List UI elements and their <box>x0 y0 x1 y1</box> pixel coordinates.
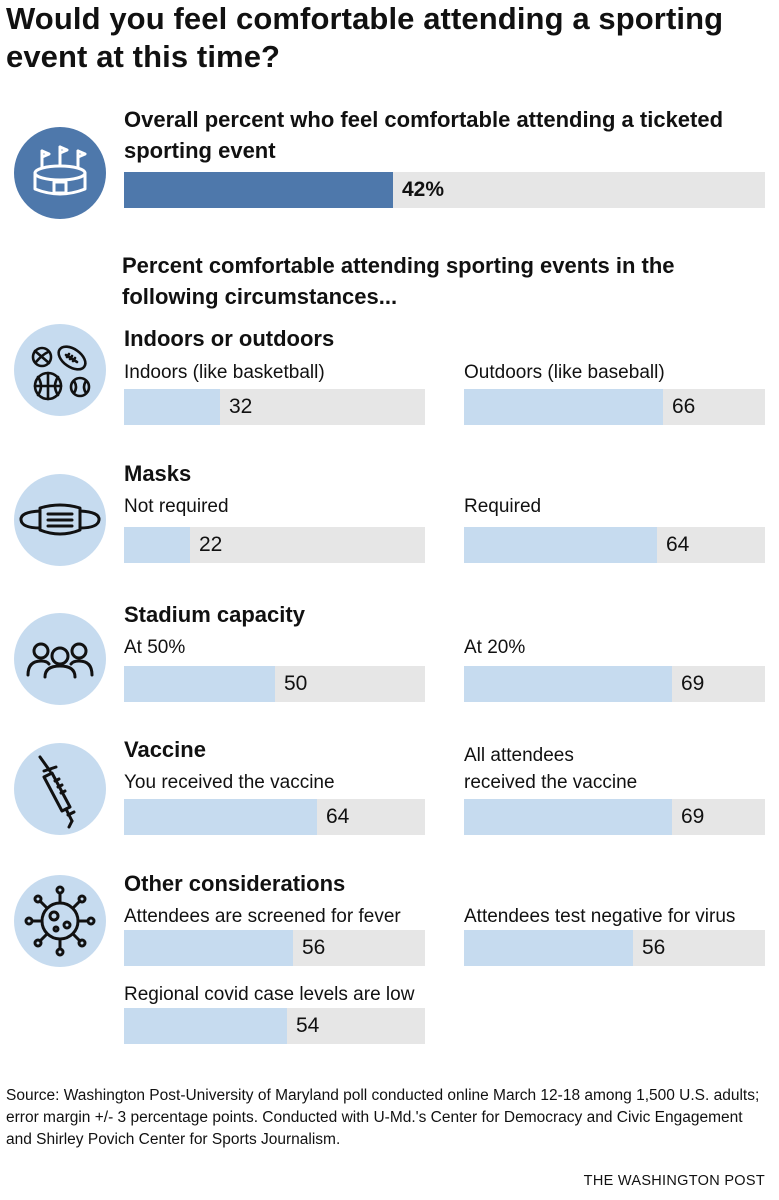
bar-track: 50 <box>124 666 425 702</box>
group-title-other-considerations: Other considerations <box>124 871 346 896</box>
group-title-indoors-outdoors: Indoors or outdoors <box>124 326 335 351</box>
bar-label: Attendees are screened for fever <box>124 906 401 927</box>
bar-track: 56 <box>464 930 765 966</box>
bar-masks-required <box>464 527 657 563</box>
bar-label: At 20% <box>464 637 526 658</box>
bar-indoors <box>124 389 220 425</box>
bar-value-label: 56 <box>302 936 326 959</box>
bar-screened-fever <box>124 930 293 966</box>
bar-value-label: 50 <box>284 672 308 695</box>
virus-icon <box>14 875 106 967</box>
bar-capacity-20 <box>464 666 672 702</box>
bar-you-vaccinated <box>124 799 317 835</box>
sports-balls-icon <box>14 324 106 416</box>
face-mask-icon <box>14 474 106 566</box>
bar-value-label: 64 <box>666 533 690 556</box>
bar-case-levels-low <box>124 1008 287 1044</box>
bar-value-label: 69 <box>681 805 705 828</box>
bar-label: Outdoors (like baseball) <box>464 362 665 383</box>
syringe-icon <box>14 743 106 835</box>
bar-label: Not required <box>124 496 229 517</box>
group-title-vaccine: Vaccine <box>124 737 206 762</box>
chart-title: Would you feel comfortable attending a s… <box>6 1 724 74</box>
bar-all-vaccinated <box>464 799 672 835</box>
bar-value-label: 22 <box>199 533 223 556</box>
bar-value-label: 56 <box>642 936 666 959</box>
group-title-stadium-capacity: Stadium capacity <box>124 602 305 627</box>
bar-track: 64 <box>124 799 425 835</box>
bar-track: 69 <box>464 666 765 702</box>
bar-masks-not-required <box>124 527 190 563</box>
credit-logo: THE WASHINGTON POST <box>583 1173 765 1189</box>
bar-value-label: 66 <box>672 395 696 418</box>
bar-label: You received the vaccine <box>124 772 335 793</box>
bar-track: 32 <box>124 389 425 425</box>
overall-bar <box>124 172 393 208</box>
bar-track: 56 <box>124 930 425 966</box>
bar-value-label: 54 <box>296 1014 320 1037</box>
bar-outdoors <box>464 389 663 425</box>
overall-label: Overall percent who feel comfortable att… <box>124 107 724 163</box>
bar-label-line2: received the vaccine <box>464 772 638 793</box>
bar-value-label: 69 <box>681 672 705 695</box>
bar-value-label: 64 <box>326 805 350 828</box>
group-title-masks: Masks <box>124 461 192 486</box>
bar-track: 69 <box>464 799 765 835</box>
bar-label: Indoors (like basketball) <box>124 362 325 383</box>
stadium-icon <box>14 127 106 219</box>
bar-track: 54 <box>124 1008 425 1044</box>
crowd-icon <box>14 613 106 705</box>
bar-track: 22 <box>124 527 425 563</box>
overall-bar-track: 42% <box>124 172 765 208</box>
bar-track: 66 <box>464 389 765 425</box>
source-note: Source: Washington Post-University of Ma… <box>6 1087 760 1148</box>
bar-label-line1: All attendees <box>464 745 574 766</box>
overall-value-label: 42% <box>402 178 445 201</box>
bar-label: At 50% <box>124 637 186 658</box>
bar-test-negative <box>464 930 633 966</box>
bar-value-label: 32 <box>229 395 253 418</box>
bar-track: 64 <box>464 527 765 563</box>
subheading: Percent comfortable attending sporting e… <box>122 253 675 309</box>
bar-label: Regional covid case levels are low <box>124 984 415 1005</box>
bar-label: Attendees test negative for virus <box>464 906 736 927</box>
bar-capacity-50 <box>124 666 275 702</box>
bar-label: Required <box>464 496 542 517</box>
